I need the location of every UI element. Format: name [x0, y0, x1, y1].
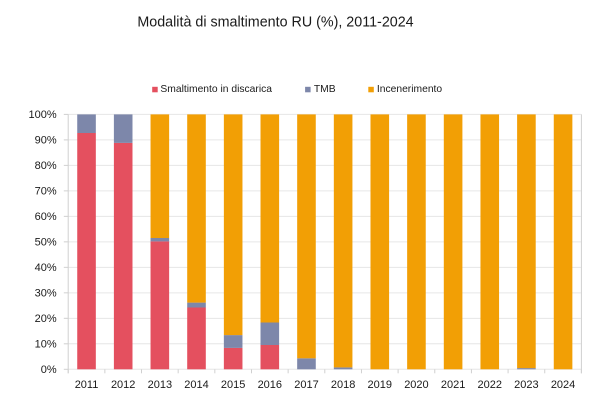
svg-text:50%: 50%	[35, 237, 57, 249]
svg-text:20%: 20%	[35, 313, 57, 325]
svg-text:Incenerimento: Incenerimento	[377, 84, 443, 95]
svg-text:2011: 2011	[75, 379, 99, 391]
svg-text:70%: 70%	[35, 186, 57, 198]
svg-text:90%: 90%	[35, 135, 57, 147]
svg-text:2020: 2020	[404, 379, 428, 391]
svg-text:2017: 2017	[294, 379, 318, 391]
svg-text:2015: 2015	[221, 379, 245, 391]
svg-text:30%: 30%	[35, 288, 57, 300]
svg-text:2021: 2021	[441, 379, 465, 391]
svg-text:Modalità di smaltimento RU (%): Modalità di smaltimento RU (%), 2011-202…	[137, 15, 413, 31]
svg-text:40%: 40%	[35, 262, 57, 274]
svg-text:2016: 2016	[258, 379, 282, 391]
svg-text:2019: 2019	[368, 379, 392, 391]
svg-text:2022: 2022	[478, 379, 502, 391]
svg-text:2014: 2014	[184, 379, 208, 391]
svg-text:2012: 2012	[111, 379, 135, 391]
svg-text:10%: 10%	[35, 339, 57, 351]
svg-text:2023: 2023	[514, 379, 538, 391]
svg-text:0%: 0%	[41, 364, 57, 376]
svg-text:TMB: TMB	[314, 84, 336, 95]
svg-text:2024: 2024	[551, 379, 575, 391]
svg-text:2013: 2013	[148, 379, 172, 391]
svg-text:60%: 60%	[35, 211, 57, 223]
svg-text:Smaltimento in discarica: Smaltimento in discarica	[160, 84, 272, 95]
svg-text:100%: 100%	[29, 109, 57, 121]
svg-text:2018: 2018	[331, 379, 355, 391]
svg-text:80%: 80%	[35, 160, 57, 172]
